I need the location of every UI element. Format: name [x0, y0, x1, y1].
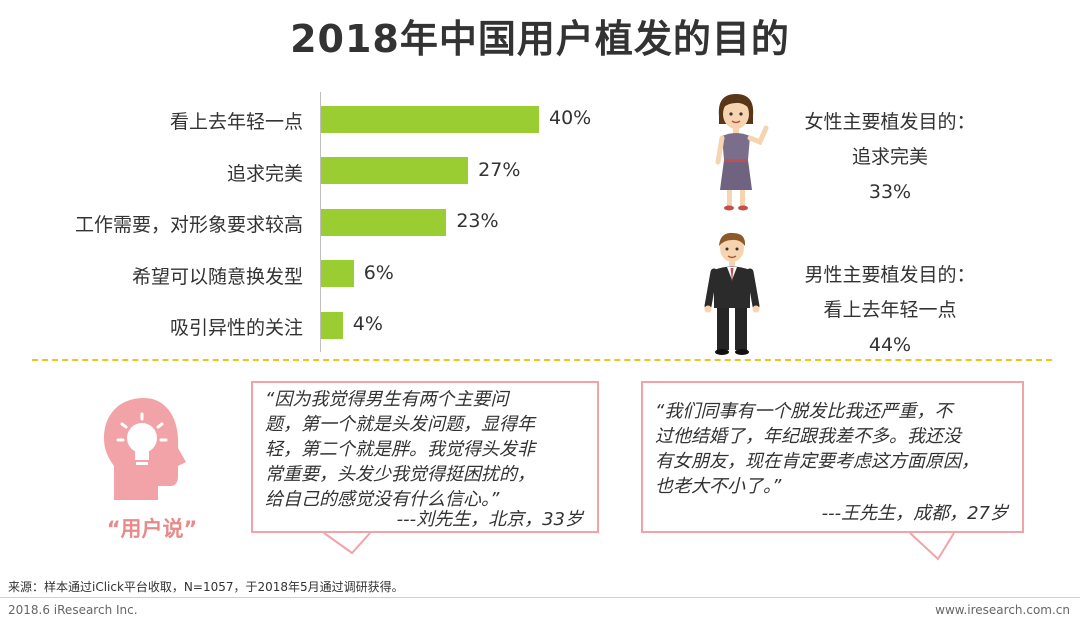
footer-divider [0, 597, 1080, 598]
page-title: 2018年中国用户植发的目的 [290, 17, 790, 61]
category-label: 工作需要，对形象要求较高 [74, 214, 303, 236]
female-summary: 女性主要植发目的： 追求完美 33% [775, 105, 1005, 210]
quote-1-tail [323, 532, 371, 555]
category-label: 追求完美 [226, 162, 303, 185]
footer-copyright: 2018.6 iResearch Inc. [8, 603, 138, 617]
quote-1-text: “因为我觉得男生有两个主要问 题，第一个就是头发问题，显得年 轻，第二个就是胖。… [265, 387, 595, 512]
male-summary-reason: 看上去年轻一点 [823, 299, 957, 321]
footer-website: www.iresearch.com.cn [935, 603, 1070, 617]
male-summary-heading: 男性主要植发目的： [804, 264, 976, 286]
category-axis [320, 92, 321, 352]
head-lightbulb-icon [100, 394, 192, 510]
bar [321, 208, 447, 236]
quote-line: 过他结婚了，年纪跟我差不多。我还没 [655, 426, 961, 447]
quote-1-signature: ---刘先生，北京，33岁 [396, 509, 583, 530]
bar-chart: 看上去年轻一点 40% 追求完美 27% 工作需要，对形象要求较高 23% 希望可以随意换发… [0, 92, 660, 354]
bar-value-label: 23% [456, 210, 499, 232]
male-figure [700, 230, 764, 362]
male-summary-percent: 44% [868, 334, 912, 356]
category-label: 吸引异性的关注 [169, 317, 303, 339]
female-summary-reason: 追求完美 [851, 146, 928, 168]
quote-line: 有女朋友，现在肯定要考虑这方面原因， [655, 451, 979, 472]
bar [321, 105, 539, 133]
bar [321, 157, 469, 184]
female-figure [702, 90, 772, 218]
female-summary-heading: 女性主要植发目的： [804, 111, 976, 133]
quote-2-tail [909, 532, 955, 561]
quote-line: “我们同事有一个脱发比我还严重，不 [655, 401, 953, 422]
quote-line: “因为我觉得男生有两个主要问 [265, 389, 509, 410]
female-summary-percent: 33% [868, 181, 912, 203]
male-summary: 男性主要植发目的： 看上去年轻一点 44% [775, 258, 1005, 363]
bar-value-label: 40% [549, 107, 592, 129]
section-divider [32, 359, 1052, 361]
bar [321, 260, 354, 287]
quote-line: 也老大不小了。” [655, 476, 782, 497]
quote-2-signature: ---王先生，成都，27岁 [821, 503, 1008, 524]
bar-value-label: 6% [363, 261, 394, 284]
bar [321, 311, 343, 339]
quote-2-text: “我们同事有一个脱发比我还严重，不 过他结婚了，年纪跟我差不多。我还没 有女朋友… [655, 399, 1021, 499]
category-label: 希望可以随意换发型 [131, 265, 303, 288]
quote-box-1: “因为我觉得男生有两个主要问 题，第一个就是头发问题，显得年 轻，第二个就是胖。… [251, 381, 599, 533]
bar-value-label: 4% [352, 313, 383, 335]
quote-box-2: “我们同事有一个脱发比我还严重，不 过他结婚了，年纪跟我差不多。我还没 有女朋友… [641, 381, 1024, 533]
quote-line: 题，第一个就是头发问题，显得年 [265, 414, 535, 435]
bar-value-label: 27% [478, 158, 521, 181]
user-says-label: “用户说” [106, 517, 198, 541]
quote-line: 给自己的感觉没有什么信心。” [265, 489, 500, 510]
category-label: 看上去年轻一点 [169, 111, 303, 133]
source-note: 来源：样本通过iClick平台收取，N=1057，于2018年5月通过调研获得。 [8, 580, 404, 594]
quote-line: 常重要，头发少我觉得挺困扰的， [265, 464, 535, 485]
quote-line: 轻，第二个就是胖。我觉得头发非 [265, 439, 535, 460]
